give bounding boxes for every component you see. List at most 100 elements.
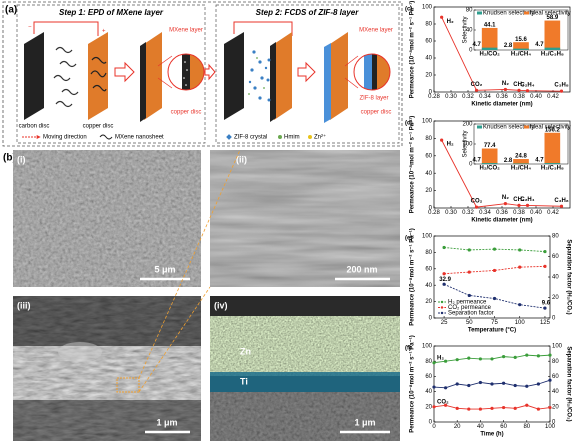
inset-x-tick-label: H₂/CH₄ (511, 52, 531, 58)
inset-x-tick-label: H₂/CO₂ (479, 166, 500, 172)
legend-symbol (226, 134, 232, 140)
element-label: Ti (240, 376, 248, 386)
inset-value-label: 4.7 (473, 42, 482, 48)
x-tick-label: 60 (500, 424, 507, 430)
mxene-layer (270, 42, 276, 122)
x-tick-label: 0.32 (462, 210, 474, 216)
legend-label: CO₂ permeance (448, 305, 492, 311)
data-point (467, 407, 471, 411)
y-tick-label: 100 (422, 119, 433, 125)
point-label: CO₂ (471, 199, 483, 205)
legend-symbol (440, 311, 444, 315)
legend-label: Separation factor (448, 311, 494, 317)
legend-symbol (440, 306, 444, 309)
plot-frame (433, 345, 551, 423)
sem-tint (13, 150, 201, 287)
data-point (432, 385, 436, 389)
inset-bar (544, 132, 561, 164)
y2-tick-label: 20 (552, 404, 559, 410)
zoom-view (354, 54, 390, 90)
inset-y-tick-label: 40 (466, 28, 473, 34)
data-point (559, 89, 564, 93)
x-tick-label: 0.28 (428, 94, 440, 100)
point-label: C₂H₄ (520, 197, 534, 203)
data-point (536, 382, 541, 386)
data-point (467, 270, 471, 274)
zoom-line (157, 77, 173, 89)
inset-legend-swatch (477, 125, 482, 129)
legend-symbol (99, 134, 113, 140)
data-point (455, 406, 459, 410)
legend-symbol (278, 135, 282, 139)
y2-tick-label: 0 (552, 316, 556, 322)
inset-value-label: 15.6 (515, 37, 527, 43)
inset-x-tick-label: H₂/CH₄ (511, 166, 531, 172)
legend-label: Zn²⁺ (314, 134, 326, 141)
inset-bar (513, 48, 529, 50)
data-point (455, 382, 459, 386)
arrow (297, 61, 316, 83)
arrow (204, 63, 216, 81)
y-tick-label: 100 (422, 234, 433, 240)
data-point (490, 382, 494, 386)
y-tick-label: 20 (425, 404, 432, 410)
y-tick-label: 40 (425, 389, 432, 395)
y2-tick-label: 80 (552, 359, 559, 365)
x-axis-label: Time (h) (480, 432, 503, 438)
data-point (467, 293, 471, 298)
copper-disc (88, 32, 108, 120)
x-tick-label: 25 (441, 320, 448, 326)
x-tick-label: 0.42 (547, 94, 559, 100)
data-point (492, 247, 497, 251)
x-tick-label: 50 (466, 320, 473, 326)
point-label: H₂ (447, 142, 454, 148)
data-point (474, 88, 479, 92)
carbon-disc (24, 32, 44, 120)
series-label: CO₂ (437, 399, 449, 405)
y2-tick-label: 0 (552, 420, 556, 426)
mxene-layer (140, 42, 146, 122)
sem-image (210, 150, 400, 287)
x-tick-label: 0.42 (547, 210, 559, 216)
zif8-crystals (248, 50, 268, 100)
inset-y-label: Selectivity (463, 16, 469, 43)
data-point (503, 202, 507, 206)
x-axis-label: Temperature (°C) (468, 328, 516, 334)
data-point (503, 87, 507, 92)
point-label: H₂ (447, 19, 454, 25)
inset-value-label: 4.7 (473, 158, 482, 164)
x-tick-label: 0.40 (530, 94, 542, 100)
y-tick-label: 0 (429, 316, 433, 322)
label: copper disc (171, 110, 202, 116)
data-point (518, 248, 522, 252)
y-axis-label: Permeance (10⁻⁸mol m⁻² s⁻¹ Pa⁻¹) (409, 335, 416, 433)
y-tick-label: 80 (425, 359, 432, 365)
inset-bar (544, 20, 561, 50)
inset-value-label: 44.1 (484, 23, 496, 29)
y-tick-label: 0 (429, 206, 433, 212)
wire (33, 21, 99, 36)
data-point (467, 383, 471, 388)
legend-label: ZIF-8 crystal (234, 135, 267, 141)
data-point (543, 264, 547, 268)
panel-label: (a) (5, 5, 17, 16)
y-tick-label: 80 (425, 250, 432, 256)
series-line (444, 265, 545, 275)
x-tick-label: 0.36 (496, 94, 508, 100)
label: copper disc (361, 110, 392, 116)
value-label: 32.9 (439, 277, 451, 283)
point-label: CH₄ (513, 82, 525, 88)
data-point (478, 357, 482, 361)
data-point (492, 268, 497, 273)
zoom-line (138, 286, 211, 393)
data-point (543, 249, 547, 254)
y-tick-label: 100 (422, 344, 433, 350)
inset-y-tick-label: 100 (462, 142, 473, 148)
data-point (536, 354, 541, 358)
inset-value-label: 4.7 (535, 42, 544, 48)
x-tick-label: 40 (477, 424, 484, 430)
panel-label: (e) (405, 236, 412, 242)
inset-bar (481, 27, 498, 50)
zoom-view (168, 54, 204, 90)
inset-value-label: 58.9 (546, 15, 558, 21)
